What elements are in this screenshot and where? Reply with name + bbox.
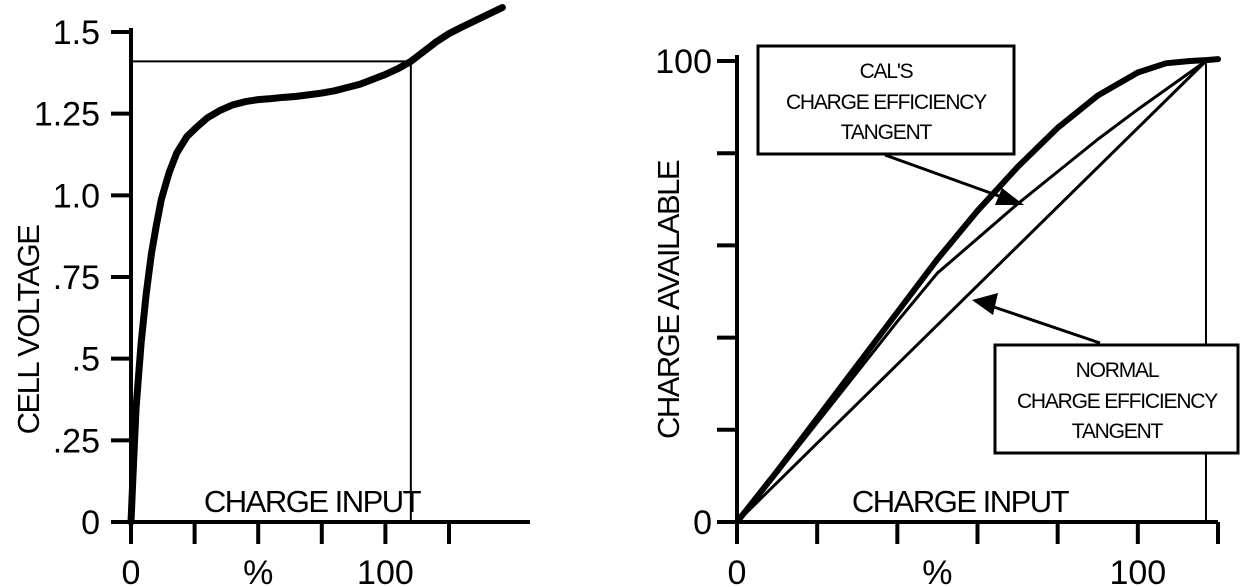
right-ticks <box>717 59 1220 544</box>
x-tick-label: % <box>243 554 273 587</box>
y-tick-label: 1.0 <box>53 177 100 215</box>
annotation-cals-line-3: TANGENT <box>841 121 933 144</box>
annotation-normal-tangent: NORMAL CHARGE EFFICIENCY TANGENT <box>972 293 1240 455</box>
annotation-normal-leader <box>984 302 1101 345</box>
y-tick-label: .25 <box>53 422 100 460</box>
left-reference-lines <box>131 60 412 522</box>
x-tick-label: % <box>922 554 952 587</box>
series-line-1 <box>127 4 506 526</box>
left-series <box>127 4 506 526</box>
left-x-axis-title: CHARGE INPUT <box>204 484 422 519</box>
y-tick-label: 0 <box>81 504 100 542</box>
right-tick-labels: 0% 100 0 100 <box>655 43 1166 587</box>
y-tick-label: 0 <box>693 504 712 542</box>
series-line-4 <box>736 60 1207 523</box>
right-x-axis-title: CHARGE INPUT <box>852 484 1070 519</box>
series-line-1 <box>734 56 1221 525</box>
annotation-normal-box <box>993 343 1240 455</box>
x-tick-label: 100 <box>1109 554 1166 587</box>
annotation-cals-arrowhead <box>995 188 1024 205</box>
left-ticks <box>111 30 451 544</box>
annotation-cals-line-2: CHARGE EFFICIENCY <box>786 91 987 114</box>
right-series <box>734 56 1221 525</box>
x-tick-label: 100 <box>357 554 414 587</box>
series-line-3 <box>735 59 1208 524</box>
annotation-cals-line-1: CAL'S <box>860 60 914 83</box>
x-tick-label: 0 <box>122 554 141 587</box>
annotation-normal-line-2: CHARGE EFFICIENCY <box>1017 390 1218 413</box>
y-tick-label: 1.25 <box>34 96 100 134</box>
annotation-normal-line-3: TANGENT <box>1072 420 1164 443</box>
annotation-normal-arrowhead <box>972 293 998 315</box>
annotation-cals-leader <box>884 153 1011 202</box>
right-y-axis-title: CHARGE AVAILABLE <box>651 160 686 439</box>
annotation-cals-box <box>756 44 1016 156</box>
annotation-normal-line-1: NORMAL <box>1076 359 1159 382</box>
x-tick-label: 0 <box>728 554 747 587</box>
y-tick-label: 1.5 <box>53 14 100 52</box>
annotation-cals-tangent: CAL'S CHARGE EFFICIENCY TANGENT <box>756 44 1024 205</box>
left-y-axis-title: CELL VOLTAGE <box>11 225 46 435</box>
y-tick-label: .75 <box>53 259 100 297</box>
left-tick-labels: 0% 100 0 .25 .5 .75 1.0 1.25 1.5 <box>34 14 414 587</box>
cell-voltage-chart: 0% 100 0 .25 .5 .75 1.0 1.25 1.5 CHARGE INPUT CE… <box>11 4 530 587</box>
y-tick-label: 100 <box>655 43 712 81</box>
y-tick-label: .5 <box>72 341 100 379</box>
left-axes <box>129 28 530 524</box>
